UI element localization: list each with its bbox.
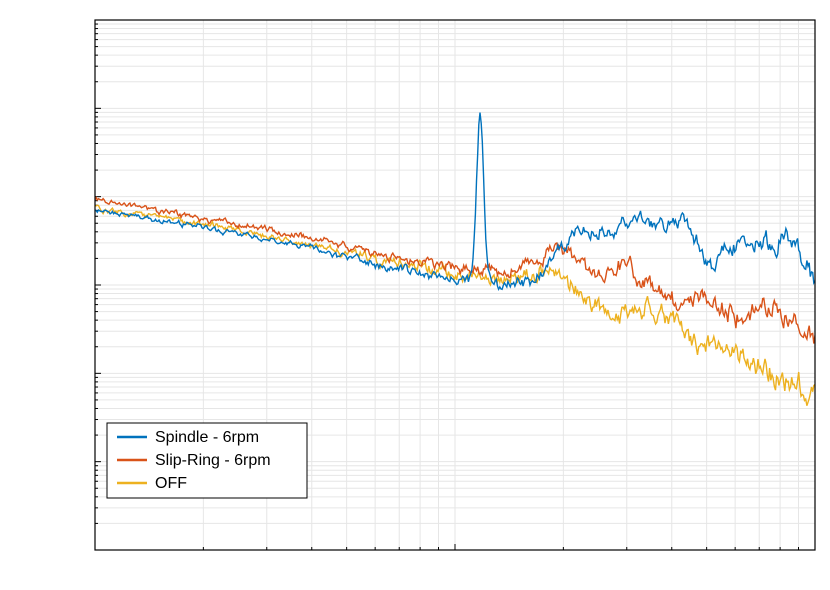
legend-label: Spindle - 6rpm [155,429,259,446]
chart-container: Spindle - 6rpm Slip-Ring - 6rpm OFF [0,0,830,590]
legend: Spindle - 6rpm Slip-Ring - 6rpm OFF [107,423,307,498]
legend-label: OFF [155,475,187,492]
spectrum-chart: Spindle - 6rpm Slip-Ring - 6rpm OFF [0,0,830,590]
legend-label: Slip-Ring - 6rpm [155,452,271,469]
